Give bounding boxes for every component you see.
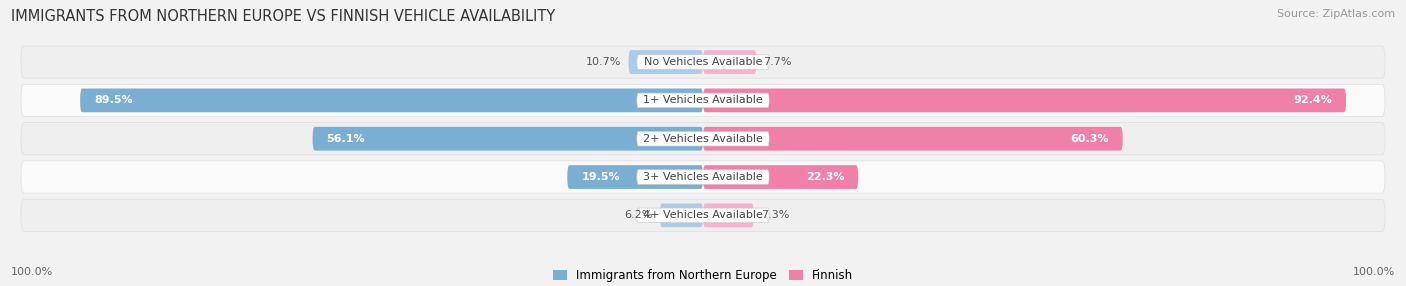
FancyBboxPatch shape bbox=[659, 203, 703, 227]
Text: 3+ Vehicles Available: 3+ Vehicles Available bbox=[643, 172, 763, 182]
FancyBboxPatch shape bbox=[637, 170, 769, 184]
FancyBboxPatch shape bbox=[637, 55, 769, 69]
FancyBboxPatch shape bbox=[21, 199, 1385, 231]
Text: IMMIGRANTS FROM NORTHERN EUROPE VS FINNISH VEHICLE AVAILABILITY: IMMIGRANTS FROM NORTHERN EUROPE VS FINNI… bbox=[11, 9, 555, 23]
FancyBboxPatch shape bbox=[637, 132, 769, 146]
FancyBboxPatch shape bbox=[21, 46, 1385, 78]
Text: 100.0%: 100.0% bbox=[1353, 267, 1395, 277]
FancyBboxPatch shape bbox=[637, 93, 769, 108]
Text: 60.3%: 60.3% bbox=[1070, 134, 1109, 144]
Text: Source: ZipAtlas.com: Source: ZipAtlas.com bbox=[1277, 9, 1395, 19]
FancyBboxPatch shape bbox=[567, 165, 703, 189]
Text: 1+ Vehicles Available: 1+ Vehicles Available bbox=[643, 96, 763, 105]
Text: 19.5%: 19.5% bbox=[581, 172, 620, 182]
Text: 56.1%: 56.1% bbox=[326, 134, 366, 144]
FancyBboxPatch shape bbox=[21, 123, 1385, 155]
FancyBboxPatch shape bbox=[21, 84, 1385, 116]
Text: 7.7%: 7.7% bbox=[763, 57, 792, 67]
FancyBboxPatch shape bbox=[703, 165, 858, 189]
Text: 2+ Vehicles Available: 2+ Vehicles Available bbox=[643, 134, 763, 144]
FancyBboxPatch shape bbox=[637, 208, 769, 223]
Text: 92.4%: 92.4% bbox=[1294, 96, 1331, 105]
Text: 10.7%: 10.7% bbox=[586, 57, 621, 67]
Text: 6.2%: 6.2% bbox=[624, 210, 652, 220]
Text: 22.3%: 22.3% bbox=[806, 172, 844, 182]
Text: 89.5%: 89.5% bbox=[94, 96, 132, 105]
FancyBboxPatch shape bbox=[80, 88, 703, 112]
Text: 7.3%: 7.3% bbox=[761, 210, 789, 220]
FancyBboxPatch shape bbox=[312, 127, 703, 151]
Text: 100.0%: 100.0% bbox=[11, 267, 53, 277]
Text: 4+ Vehicles Available: 4+ Vehicles Available bbox=[643, 210, 763, 220]
FancyBboxPatch shape bbox=[628, 50, 703, 74]
Text: No Vehicles Available: No Vehicles Available bbox=[644, 57, 762, 67]
Legend: Immigrants from Northern Europe, Finnish: Immigrants from Northern Europe, Finnish bbox=[553, 269, 853, 282]
FancyBboxPatch shape bbox=[703, 203, 754, 227]
FancyBboxPatch shape bbox=[703, 88, 1346, 112]
FancyBboxPatch shape bbox=[703, 127, 1122, 151]
FancyBboxPatch shape bbox=[21, 161, 1385, 193]
FancyBboxPatch shape bbox=[703, 50, 756, 74]
